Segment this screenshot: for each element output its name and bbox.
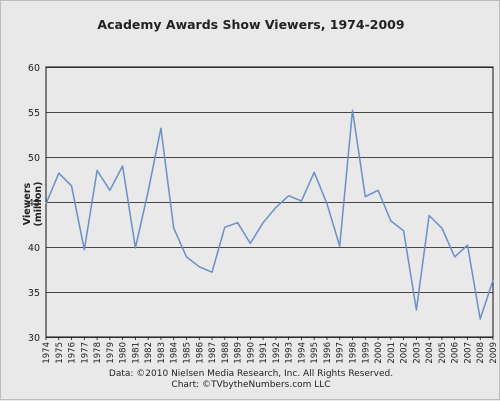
x-tick-label: 1977 [80,342,90,364]
x-tick-label: 1992 [272,342,282,364]
grid-layer [46,67,493,338]
x-tick-label: 2002 [400,342,410,364]
x-tick-label: 1984 [170,342,180,364]
x-tick-label: 1975 [55,342,65,364]
y-tick-label: 40 [28,243,40,254]
x-tick-label: 1988 [221,342,231,364]
x-tick-label: 2006 [451,342,461,364]
series-layer [45,109,494,320]
x-tick-label: 1982 [144,342,154,364]
x-tick-label: 1999 [361,342,371,364]
x-tick-label: 1991 [259,342,269,364]
x-tick-label: 1976 [68,342,78,364]
x-tick-label: 1974 [42,342,52,364]
y-tick-label: 45 [28,198,40,209]
chart-credit: Chart: ©TVbytheNumbers.com LLC [171,380,331,390]
y-tick-label: 30 [28,333,40,344]
x-tick-label: 2003 [412,342,422,364]
x-tick-label: 1989 [234,342,244,364]
x-tick-label: 1993 [285,342,295,364]
x-tick-label: 1996 [323,342,333,364]
plot-area-border [45,66,494,338]
y-tick-label: 35 [28,288,40,299]
x-tick-label: 1994 [297,342,307,364]
x-tick-label: 1995 [310,342,320,364]
x-tick-label: 1998 [349,342,359,364]
x-tick-label: 1997 [336,342,346,364]
series-line [45,109,494,320]
chart-footer: Data: ©2010 Nielsen Media Research, Inc.… [1,369,500,391]
x-tick-label: 1986 [195,342,205,364]
x-tick-label: 1978 [93,342,103,364]
x-tick-label: 2001 [387,342,397,364]
x-tick-label: 2009 [489,342,499,364]
x-tick-label: 1981 [131,342,141,364]
x-tick-label: 2000 [374,342,384,364]
x-tick-label: 2007 [463,342,473,364]
x-tick-label: 1979 [106,342,116,364]
x-tick-label: 2004 [425,342,435,364]
y-tick-label: 50 [28,153,40,164]
x-tick-label: 2005 [438,342,448,364]
y-tick-label: 55 [28,108,40,119]
x-tick-label: 1987 [208,342,218,364]
x-tick-label: 1980 [119,342,129,364]
x-tick-label: 1990 [246,342,256,364]
x-tick-label: 1985 [182,342,192,364]
x-tick-label: 1983 [157,342,167,364]
data-source-credit: Data: ©2010 Nielsen Media Research, Inc.… [108,369,394,379]
x-tick-label: 2008 [476,342,486,364]
chart-title: Academy Awards Show Viewers, 1974-2009 [97,17,405,32]
y-tick-label: 60 [28,63,40,74]
